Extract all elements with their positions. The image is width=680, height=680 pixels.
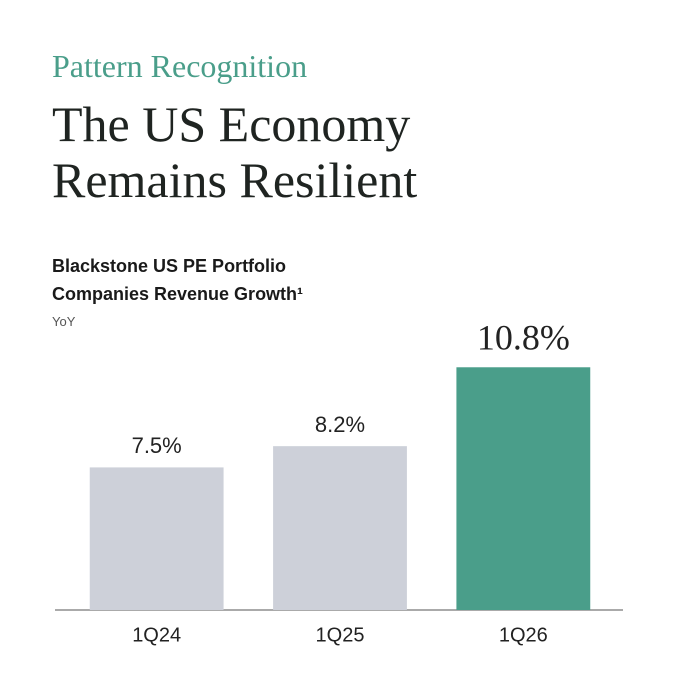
x-tick-label: 1Q26 [499, 624, 548, 646]
bar [456, 367, 591, 610]
y-axis-label: YoY [52, 314, 76, 329]
value-label: 7.5% [132, 433, 182, 458]
bar [273, 446, 407, 610]
kicker: Pattern Recognition [52, 48, 308, 84]
chart-subtitle: Blackstone US PE Portfolio Companies Rev… [52, 256, 304, 304]
bar [89, 467, 224, 610]
value-label: 10.8% [477, 318, 570, 358]
x-tick-label: 1Q24 [132, 624, 181, 646]
x-tick-label: 1Q25 [316, 624, 365, 646]
chart-title: The US Economy Remains Resilient [52, 96, 418, 208]
value-label: 8.2% [315, 412, 365, 437]
